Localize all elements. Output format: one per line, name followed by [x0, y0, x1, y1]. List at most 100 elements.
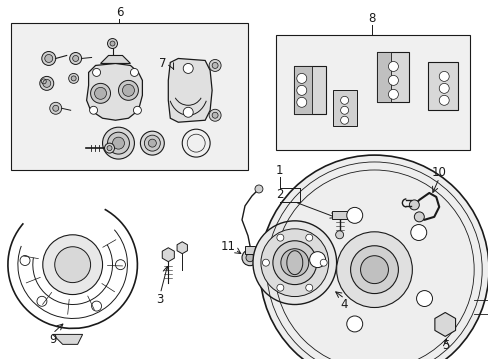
Circle shape [42, 235, 102, 294]
Circle shape [387, 89, 398, 99]
Circle shape [254, 185, 263, 193]
Bar [427, 62, 457, 110]
Circle shape [336, 232, 411, 307]
Circle shape [416, 291, 431, 306]
Circle shape [309, 252, 325, 267]
Circle shape [130, 68, 138, 76]
Circle shape [89, 106, 98, 114]
Circle shape [92, 68, 101, 76]
Circle shape [183, 107, 193, 117]
Text: 2: 2 [276, 188, 283, 202]
Circle shape [209, 59, 221, 71]
Circle shape [104, 143, 114, 153]
Circle shape [335, 231, 343, 239]
Polygon shape [168, 58, 212, 122]
Text: 4: 4 [340, 298, 347, 311]
Circle shape [262, 259, 269, 266]
Circle shape [360, 256, 387, 284]
Circle shape [242, 250, 258, 266]
Circle shape [260, 155, 488, 360]
Bar [377, 53, 408, 102]
Circle shape [320, 259, 326, 266]
Text: 8: 8 [367, 12, 374, 25]
Bar [275, 35, 469, 150]
Polygon shape [101, 55, 130, 63]
Circle shape [90, 84, 110, 103]
Circle shape [118, 80, 138, 100]
Circle shape [110, 41, 115, 46]
Bar [244, 246, 254, 254]
Circle shape [212, 62, 218, 68]
Circle shape [245, 254, 253, 262]
Circle shape [340, 116, 348, 124]
Circle shape [440, 320, 448, 328]
Circle shape [346, 207, 362, 223]
Circle shape [107, 132, 129, 154]
Circle shape [122, 84, 134, 96]
Circle shape [252, 221, 336, 305]
Circle shape [350, 246, 398, 293]
Circle shape [112, 137, 124, 149]
Polygon shape [53, 334, 82, 345]
Bar [332, 90, 356, 126]
Circle shape [438, 71, 448, 81]
Circle shape [296, 73, 306, 84]
Circle shape [41, 51, 56, 66]
Bar [293, 67, 325, 114]
Circle shape [272, 241, 316, 285]
Circle shape [140, 131, 164, 155]
Circle shape [340, 96, 348, 104]
Text: 7: 7 [158, 57, 166, 70]
Text: 5: 5 [442, 339, 449, 352]
Circle shape [102, 127, 134, 159]
Circle shape [144, 135, 160, 151]
Circle shape [37, 296, 47, 306]
Circle shape [69, 53, 81, 64]
Text: 9: 9 [49, 333, 57, 346]
Circle shape [261, 229, 328, 297]
Circle shape [408, 200, 419, 210]
Text: 3: 3 [156, 293, 163, 306]
Circle shape [68, 73, 79, 84]
Circle shape [42, 80, 51, 87]
Circle shape [438, 84, 448, 93]
Polygon shape [434, 312, 455, 336]
Circle shape [276, 284, 283, 291]
Circle shape [410, 225, 426, 240]
Text: 10: 10 [431, 166, 446, 179]
Bar [11, 23, 247, 170]
Bar [331, 211, 347, 219]
Circle shape [115, 260, 125, 270]
Circle shape [50, 102, 61, 114]
Circle shape [40, 76, 54, 90]
Circle shape [55, 247, 90, 283]
Polygon shape [162, 248, 174, 262]
Circle shape [133, 106, 141, 114]
Text: 6: 6 [116, 6, 123, 19]
Circle shape [346, 316, 362, 332]
Circle shape [413, 212, 424, 222]
Circle shape [212, 112, 218, 118]
Circle shape [276, 234, 283, 241]
Circle shape [438, 95, 448, 105]
Bar [377, 53, 390, 102]
Polygon shape [177, 242, 187, 254]
Circle shape [296, 97, 306, 107]
Circle shape [45, 54, 53, 62]
Circle shape [387, 62, 398, 71]
Circle shape [340, 106, 348, 114]
Circle shape [91, 301, 102, 311]
Bar [293, 67, 311, 114]
Circle shape [94, 87, 106, 99]
Circle shape [20, 256, 30, 265]
Circle shape [107, 146, 112, 150]
Circle shape [305, 234, 312, 241]
Circle shape [209, 109, 221, 121]
Circle shape [183, 63, 193, 73]
Circle shape [107, 39, 117, 49]
Circle shape [437, 318, 451, 332]
Circle shape [71, 76, 76, 81]
Text: 11: 11 [220, 240, 235, 253]
Text: 1: 1 [276, 163, 283, 176]
Circle shape [73, 55, 79, 62]
